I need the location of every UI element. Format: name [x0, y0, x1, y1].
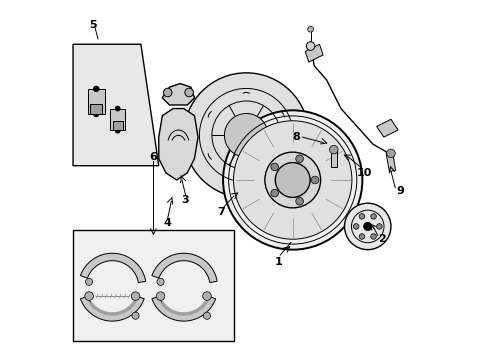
Circle shape — [353, 224, 358, 229]
Circle shape — [386, 149, 394, 158]
Circle shape — [85, 278, 93, 285]
Circle shape — [363, 222, 371, 231]
Circle shape — [329, 145, 337, 154]
Circle shape — [115, 106, 120, 111]
Circle shape — [93, 111, 99, 117]
Text: 3: 3 — [182, 195, 189, 204]
Text: 2: 2 — [377, 234, 385, 244]
Circle shape — [93, 86, 99, 92]
Circle shape — [295, 155, 303, 163]
Polygon shape — [159, 109, 198, 180]
Circle shape — [370, 213, 376, 219]
Polygon shape — [110, 109, 125, 130]
Text: 5: 5 — [89, 19, 96, 30]
Circle shape — [156, 292, 164, 300]
Text: 6: 6 — [149, 152, 157, 162]
Polygon shape — [73, 44, 159, 166]
Circle shape — [275, 163, 309, 197]
Polygon shape — [162, 84, 194, 105]
Circle shape — [358, 234, 364, 239]
Circle shape — [184, 88, 193, 97]
Bar — [73, 230, 233, 341]
Circle shape — [305, 42, 314, 50]
Circle shape — [233, 121, 351, 239]
Polygon shape — [152, 296, 215, 321]
Text: 10: 10 — [356, 168, 371, 178]
Circle shape — [270, 189, 278, 197]
Polygon shape — [152, 253, 217, 283]
Circle shape — [183, 73, 308, 198]
Circle shape — [295, 197, 303, 205]
Text: 4: 4 — [163, 218, 171, 228]
Polygon shape — [80, 296, 144, 321]
Circle shape — [203, 312, 210, 319]
Circle shape — [307, 26, 313, 32]
Circle shape — [264, 152, 320, 208]
Circle shape — [224, 113, 267, 157]
Circle shape — [376, 224, 381, 229]
Circle shape — [310, 176, 318, 184]
Polygon shape — [80, 253, 145, 283]
Circle shape — [270, 163, 278, 171]
Text: 9: 9 — [395, 186, 403, 196]
Circle shape — [84, 292, 93, 300]
Circle shape — [370, 234, 376, 239]
Text: 7: 7 — [217, 207, 224, 217]
Polygon shape — [88, 89, 104, 113]
Circle shape — [223, 111, 362, 249]
Polygon shape — [376, 119, 397, 137]
Polygon shape — [386, 153, 395, 171]
Circle shape — [163, 88, 172, 97]
Circle shape — [358, 213, 364, 219]
Circle shape — [203, 292, 211, 300]
Circle shape — [131, 292, 140, 300]
Circle shape — [132, 312, 139, 319]
Polygon shape — [330, 150, 336, 167]
Polygon shape — [305, 44, 323, 62]
Text: 1: 1 — [274, 257, 282, 267]
Circle shape — [115, 128, 120, 133]
Polygon shape — [90, 104, 102, 113]
Polygon shape — [112, 121, 122, 130]
Circle shape — [344, 203, 390, 249]
Text: 8: 8 — [292, 132, 300, 142]
Circle shape — [157, 278, 164, 285]
